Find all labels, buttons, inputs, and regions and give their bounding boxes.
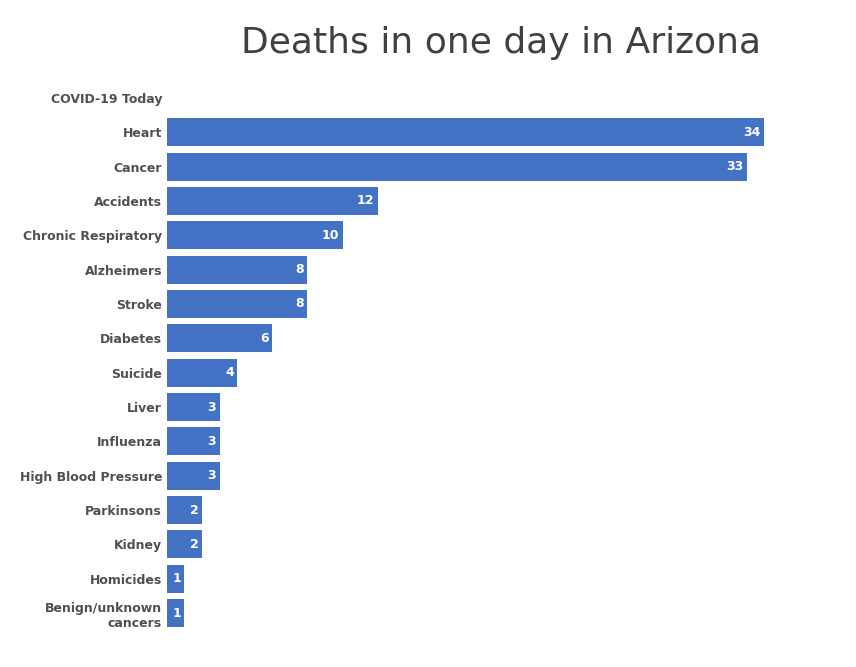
Text: 1: 1 xyxy=(172,572,181,585)
Title: Deaths in one day in Arizona: Deaths in one day in Arizona xyxy=(241,27,761,61)
Bar xyxy=(167,599,185,627)
Bar xyxy=(167,359,237,387)
Text: 2: 2 xyxy=(190,504,199,516)
Text: 3: 3 xyxy=(207,469,216,482)
Bar xyxy=(167,118,764,146)
Bar xyxy=(167,428,220,456)
Bar xyxy=(167,565,185,593)
Bar xyxy=(167,255,307,283)
Text: 4: 4 xyxy=(225,366,234,379)
Text: 1: 1 xyxy=(172,606,181,620)
Text: 3: 3 xyxy=(207,435,216,448)
Bar xyxy=(167,496,202,524)
Bar xyxy=(167,462,220,490)
Text: 3: 3 xyxy=(207,400,216,414)
Text: 34: 34 xyxy=(743,126,761,139)
Bar xyxy=(167,324,272,352)
Text: 6: 6 xyxy=(260,331,269,345)
Bar xyxy=(167,187,377,215)
Bar xyxy=(167,290,307,318)
Text: 12: 12 xyxy=(357,195,374,207)
Text: 8: 8 xyxy=(295,263,304,276)
Text: 2: 2 xyxy=(190,538,199,551)
Text: 33: 33 xyxy=(726,160,743,173)
Bar xyxy=(167,221,342,249)
Text: 8: 8 xyxy=(295,297,304,310)
Bar xyxy=(167,153,746,181)
Text: 10: 10 xyxy=(322,229,339,242)
Bar xyxy=(167,393,220,421)
Bar xyxy=(167,530,202,558)
